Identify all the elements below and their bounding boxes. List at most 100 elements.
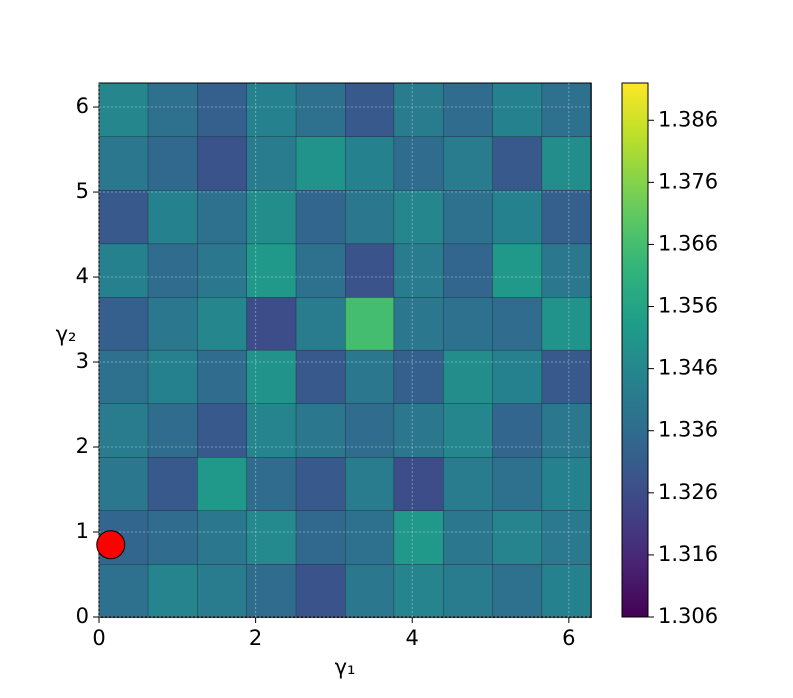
contour-cell bbox=[393, 456, 444, 511]
contour-cell bbox=[246, 510, 297, 565]
contour-cell bbox=[197, 296, 248, 351]
contour-cell bbox=[492, 136, 543, 191]
colorbar-tick-label: 1.336 bbox=[658, 418, 718, 442]
contour-cell bbox=[98, 349, 149, 404]
contour-cell bbox=[246, 349, 297, 404]
y-tick-label: 4 bbox=[76, 264, 89, 288]
contour-cell bbox=[393, 136, 444, 191]
contour-cell bbox=[443, 349, 494, 404]
contour-cell bbox=[197, 403, 248, 458]
contour-cell bbox=[541, 189, 592, 245]
contour-cell bbox=[492, 82, 543, 138]
contour-cell bbox=[345, 456, 396, 511]
contour-cell bbox=[147, 349, 198, 404]
contour-cell bbox=[345, 82, 396, 138]
contour-cell bbox=[295, 563, 346, 619]
contour-cell bbox=[541, 563, 592, 619]
contour-cell bbox=[541, 403, 592, 458]
contour-cell bbox=[98, 296, 149, 351]
contour-cell bbox=[295, 189, 346, 245]
contour-cell bbox=[98, 82, 149, 138]
plot-frame bbox=[98, 82, 592, 618]
contour-cell bbox=[443, 563, 494, 619]
contour-cell bbox=[295, 510, 346, 565]
contour-cell bbox=[98, 189, 149, 245]
contour-cell bbox=[246, 189, 297, 245]
contour-cell bbox=[541, 136, 592, 191]
contour-cell bbox=[345, 349, 396, 404]
x-axis-label: γ₁ bbox=[335, 655, 356, 679]
contour-cell bbox=[197, 82, 248, 138]
colorbar-tick-label: 1.386 bbox=[658, 107, 718, 131]
contour-cell bbox=[197, 136, 248, 191]
contour-cell bbox=[197, 563, 248, 619]
contour-cell bbox=[443, 243, 494, 298]
contour-cell bbox=[393, 403, 444, 458]
contour-cell bbox=[443, 403, 494, 458]
contour-cell bbox=[443, 296, 494, 351]
contour-cell bbox=[345, 189, 396, 245]
colorbar-tick-label: 1.306 bbox=[658, 604, 718, 628]
contour-cell bbox=[295, 243, 346, 298]
y-tick-label: 3 bbox=[76, 349, 89, 373]
x-tick-label: 2 bbox=[249, 626, 262, 650]
x-tick-label: 0 bbox=[92, 626, 105, 650]
contour-cell bbox=[345, 243, 396, 298]
contour-cell bbox=[98, 136, 149, 191]
contour-cell bbox=[98, 456, 149, 511]
contour-cell bbox=[295, 456, 346, 511]
contour-cell bbox=[492, 510, 543, 565]
contour-cell bbox=[541, 510, 592, 565]
contour-cell bbox=[147, 510, 198, 565]
contour-cell bbox=[147, 136, 198, 191]
contour-cell bbox=[345, 510, 396, 565]
contour-cell bbox=[345, 403, 396, 458]
colorbar-tick-label: 1.326 bbox=[658, 480, 718, 504]
y-tick-label: 0 bbox=[76, 604, 89, 628]
contour-cell bbox=[393, 349, 444, 404]
contour-cell bbox=[541, 296, 592, 351]
contour-cell bbox=[541, 456, 592, 511]
contour-cell bbox=[393, 563, 444, 619]
contour-cell bbox=[393, 510, 444, 565]
contour-cell bbox=[443, 510, 494, 565]
contour-cell bbox=[443, 136, 494, 191]
contour-cell bbox=[147, 243, 198, 298]
contour-cell bbox=[443, 189, 494, 245]
y-axis-label: γ₂ bbox=[56, 322, 77, 346]
contour-cell bbox=[98, 563, 149, 619]
y-tick-label: 1 bbox=[76, 519, 89, 543]
colorbar-tick-label: 1.316 bbox=[658, 542, 718, 566]
contour-cell bbox=[246, 403, 297, 458]
contour-cell bbox=[492, 296, 543, 351]
contour-cell bbox=[295, 349, 346, 404]
contour-cell bbox=[147, 82, 198, 138]
contour-cell bbox=[197, 349, 248, 404]
contour-cell bbox=[98, 403, 149, 458]
contour-cell bbox=[492, 456, 543, 511]
contour-cell bbox=[197, 510, 248, 565]
contour-cell bbox=[246, 136, 297, 191]
contour-cell bbox=[345, 563, 396, 619]
contour-cell bbox=[98, 243, 149, 298]
y-tick-label: 2 bbox=[76, 434, 89, 458]
y-tick-label: 6 bbox=[76, 94, 89, 118]
colorbar-tick-label: 1.346 bbox=[658, 356, 718, 380]
contour-cell bbox=[345, 136, 396, 191]
contour-cell bbox=[443, 82, 494, 138]
contour-cell bbox=[147, 563, 198, 619]
contour-cell bbox=[492, 349, 543, 404]
contour-cell bbox=[197, 456, 248, 511]
colorbar-tick-label: 1.376 bbox=[658, 169, 718, 193]
contour-cell bbox=[393, 189, 444, 245]
colorbar-tick-label: 1.366 bbox=[658, 231, 718, 255]
contour-cell bbox=[246, 296, 297, 351]
marker bbox=[96, 530, 126, 560]
contour-cell bbox=[147, 456, 198, 511]
contour-cell bbox=[147, 403, 198, 458]
contour-cell bbox=[541, 243, 592, 298]
contour-cell bbox=[295, 82, 346, 138]
y-tick-label: 5 bbox=[76, 179, 89, 203]
contour-cell bbox=[147, 296, 198, 351]
